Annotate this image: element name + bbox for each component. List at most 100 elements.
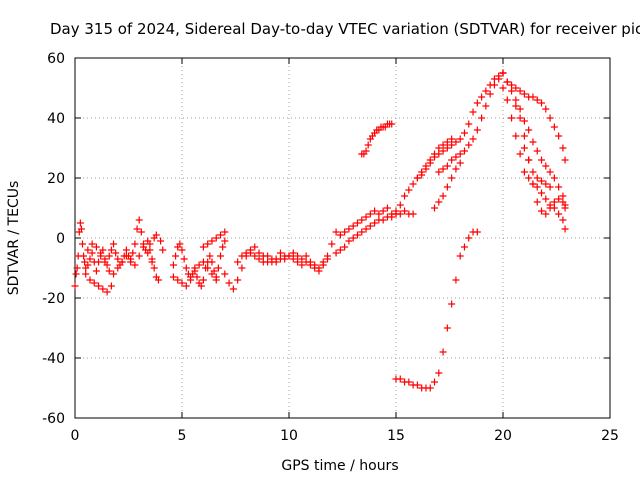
data-point [448,300,456,308]
data-point [561,225,569,233]
data-point [204,240,212,248]
data-point [332,249,340,257]
data-point [306,261,314,269]
data-point [95,258,103,266]
data-point [525,126,533,134]
data-point [150,264,158,272]
data-point [229,285,237,293]
data-point [131,240,139,248]
data-point [550,123,558,131]
data-point [272,258,280,266]
data-point [456,135,464,143]
data-point [396,375,404,383]
data-point [221,228,229,236]
data-point [555,195,563,203]
data-point [225,279,233,287]
data-point [405,378,413,386]
data-point [512,132,520,140]
data-point [208,258,216,266]
data-point [341,228,349,236]
data-point [112,249,120,257]
data-point [555,183,563,191]
data-point [533,174,541,182]
series-decay-b [499,84,569,233]
data-point [371,207,379,215]
data-point [520,132,528,140]
data-point [456,150,464,158]
data-point [364,141,372,149]
data-point [264,252,272,260]
x-tick-label: 15 [387,428,405,444]
data-point [95,282,103,290]
data-point [546,183,554,191]
data-point [349,234,357,242]
data-point [114,264,122,272]
data-point [401,192,409,200]
data-point [439,348,447,356]
data-point [559,216,567,224]
data-point [533,147,541,155]
data-point [90,279,98,287]
data-point [520,144,528,152]
series-jump [332,207,400,257]
data-point [431,204,439,212]
axis-ticks: 0 5 10 15 20 25 -60 -40 -20 0 20 40 60 [42,51,619,444]
data-point [371,219,379,227]
data-point [460,129,468,137]
data-point [197,282,205,290]
data-point [469,135,477,143]
data-point [426,384,434,392]
data-point [319,261,327,269]
data-point [465,120,473,128]
data-point [538,207,546,215]
data-point [525,156,533,164]
data-point [298,255,306,263]
data-point [105,252,113,260]
data-point [358,228,366,236]
data-point [465,234,473,242]
data-point [133,225,141,233]
y-tick-label: 0 [56,231,65,247]
data-point [341,243,349,251]
data-point [490,81,498,89]
data-point [81,258,89,266]
data-point [187,276,195,284]
data-point [499,69,507,77]
data-point [71,282,79,290]
data-point [538,99,546,107]
data-point [362,225,370,233]
data-point [199,258,207,266]
data-point [214,264,222,272]
y-tick-label: -40 [42,351,65,367]
data-point [452,138,460,146]
data-point [439,165,447,173]
data-point [217,231,225,239]
data-point [529,138,537,146]
data-point [379,216,387,224]
data-point [555,132,563,140]
series-decay-c [503,78,569,164]
data-point [465,141,473,149]
data-point [542,162,550,170]
data-point [525,174,533,182]
data-point [107,282,115,290]
data-point [555,210,563,218]
data-point [413,381,421,389]
data-point [542,210,550,218]
series-mid-d [221,240,336,293]
data-point [84,261,92,269]
data-point [561,156,569,164]
data-point [546,168,554,176]
data-point [302,252,310,260]
data-point [176,240,184,248]
data-point [88,240,96,248]
series-spike [146,231,167,254]
data-point [478,114,486,122]
data-point [478,93,486,101]
data-point [516,114,524,122]
data-point [101,258,109,266]
data-point [443,183,451,191]
y-tick-label: -20 [42,291,65,307]
data-point [182,264,190,272]
x-tick-label: 20 [494,428,512,444]
